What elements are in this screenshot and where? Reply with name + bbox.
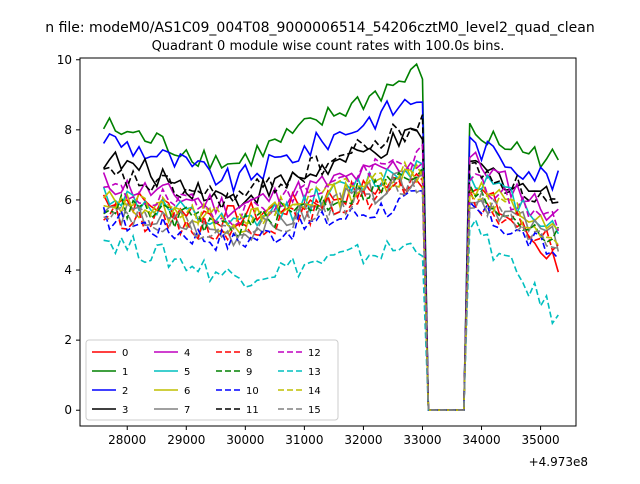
x-tick-label: 31000 xyxy=(285,433,323,447)
series-line-11 xyxy=(103,114,559,411)
legend-label-9: 9 xyxy=(246,367,252,378)
y-tick-label: 2 xyxy=(64,333,72,347)
legend-label-13: 13 xyxy=(308,367,321,378)
legend-label-12: 12 xyxy=(308,348,321,359)
x-tick-label: 29000 xyxy=(167,433,205,447)
series-line-4 xyxy=(102,151,559,411)
y-tick-label: 4 xyxy=(64,263,72,277)
legend-label-8: 8 xyxy=(246,348,252,359)
legend-label-14: 14 xyxy=(308,386,321,397)
x-tick-label: 28000 xyxy=(108,433,146,447)
series-line-9 xyxy=(103,165,560,411)
legend-label-0: 0 xyxy=(122,348,128,359)
legend-label-4: 4 xyxy=(184,348,190,359)
figure-suptitle: n file: modeM0/AS1C09_004T08_9000006514_… xyxy=(45,20,594,36)
series-line-15 xyxy=(103,175,559,411)
y-tick-label: 6 xyxy=(64,193,72,207)
legend-label-15: 15 xyxy=(308,405,321,416)
series-line-10 xyxy=(102,189,559,411)
series-line-3 xyxy=(102,127,559,411)
x-tick-label: 33000 xyxy=(403,433,441,447)
x-tick-label: 30000 xyxy=(226,433,264,447)
legend-label-7: 7 xyxy=(184,405,190,416)
legend-label-1: 1 xyxy=(122,367,128,378)
legend-label-5: 5 xyxy=(184,367,190,378)
axes-frame xyxy=(79,57,577,427)
series-line-0 xyxy=(102,176,560,411)
legend-box xyxy=(85,339,339,421)
legend-label-2: 2 xyxy=(122,386,128,397)
plot-area xyxy=(102,62,560,411)
legend-label-3: 3 xyxy=(122,405,128,416)
y-tick-label: 10 xyxy=(57,53,72,67)
series-line-6 xyxy=(103,168,559,411)
series-line-12 xyxy=(103,142,560,411)
x-offset-label: +4.973e8 xyxy=(529,455,588,469)
axes: 28000 29000 30000 31000 32000 33000 34000 35000… xyxy=(57,53,577,447)
legend-label-11: 11 xyxy=(246,405,259,416)
series-group xyxy=(102,62,560,411)
legend-label-6: 6 xyxy=(184,386,190,397)
x-tick-label: 35000 xyxy=(521,433,559,447)
y-tick-label: 8 xyxy=(64,123,72,137)
legend-label-10: 10 xyxy=(246,386,259,397)
x-tick-label: 34000 xyxy=(462,433,500,447)
x-tick-label: 32000 xyxy=(344,433,382,447)
chart-title: Quadrant 0 module wise count rates with … xyxy=(152,39,505,54)
series-line-13 xyxy=(103,218,559,411)
series-line-2 xyxy=(102,98,560,411)
y-tick-label: 0 xyxy=(64,403,72,417)
